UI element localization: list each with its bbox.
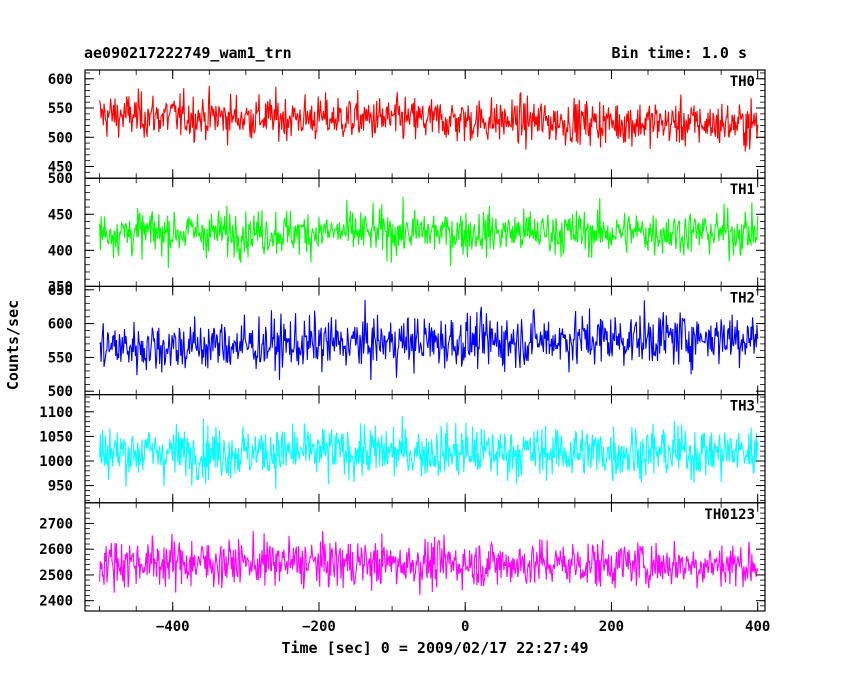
y-tick-label: 350 [48,279,73,295]
x-tick-label: −200 [302,619,336,635]
series-line-th1 [99,196,759,268]
panel-frame-th2 [84,285,766,396]
y-tick-label: 550 [48,350,73,366]
y-axis-label: Counts/sec [4,299,22,391]
x-tick-label: −400 [156,619,190,635]
y-tick-label: 600 [48,317,73,333]
y-tick-label: 450 [48,207,73,223]
y-tick-label: 1100 [39,405,73,421]
panel-label-th0: TH0 [730,74,755,90]
series-line-th0 [99,85,759,152]
panel-label-th2: TH2 [730,290,755,306]
chart-title: ae090217222749_wam1_trn [84,44,292,62]
panel-label-th0123: TH0123 [704,507,755,523]
panel-label-th1: TH1 [730,182,755,198]
x-tick-label: 400 [745,619,770,635]
y-tick-label: 500 [48,384,73,400]
x-tick-label: 200 [599,619,624,635]
y-tick-label: 2500 [39,568,73,584]
x-tick-label: 0 [461,619,469,635]
panel-label-th3: TH3 [730,399,755,415]
series-line-th0123 [99,530,759,596]
x-axis-label: Time [sec] 0 = 2009/02/17 22:27:49 [281,639,589,657]
series-line-th3 [99,415,759,490]
y-tick-label: 550 [48,101,73,117]
y-tick-label: 2600 [39,542,73,558]
y-tick-label: 950 [48,479,73,495]
y-tick-label: 1000 [39,454,73,470]
y-tick-label: 500 [48,130,73,146]
y-tick-label: 600 [48,72,73,88]
y-tick-label: 2400 [39,594,73,610]
y-tick-label: 2700 [39,516,73,532]
y-tick-label: 400 [48,243,73,259]
bin-time-label: Bin time: 1.0 s [611,44,747,62]
y-tick-label: 650 [48,283,73,299]
y-tick-label: 450 [48,160,73,176]
y-tick-label: 500 [48,171,73,187]
y-tick-label: 1050 [39,429,73,445]
panel-frame-th0123 [84,502,766,612]
series-line-th2 [99,299,759,381]
